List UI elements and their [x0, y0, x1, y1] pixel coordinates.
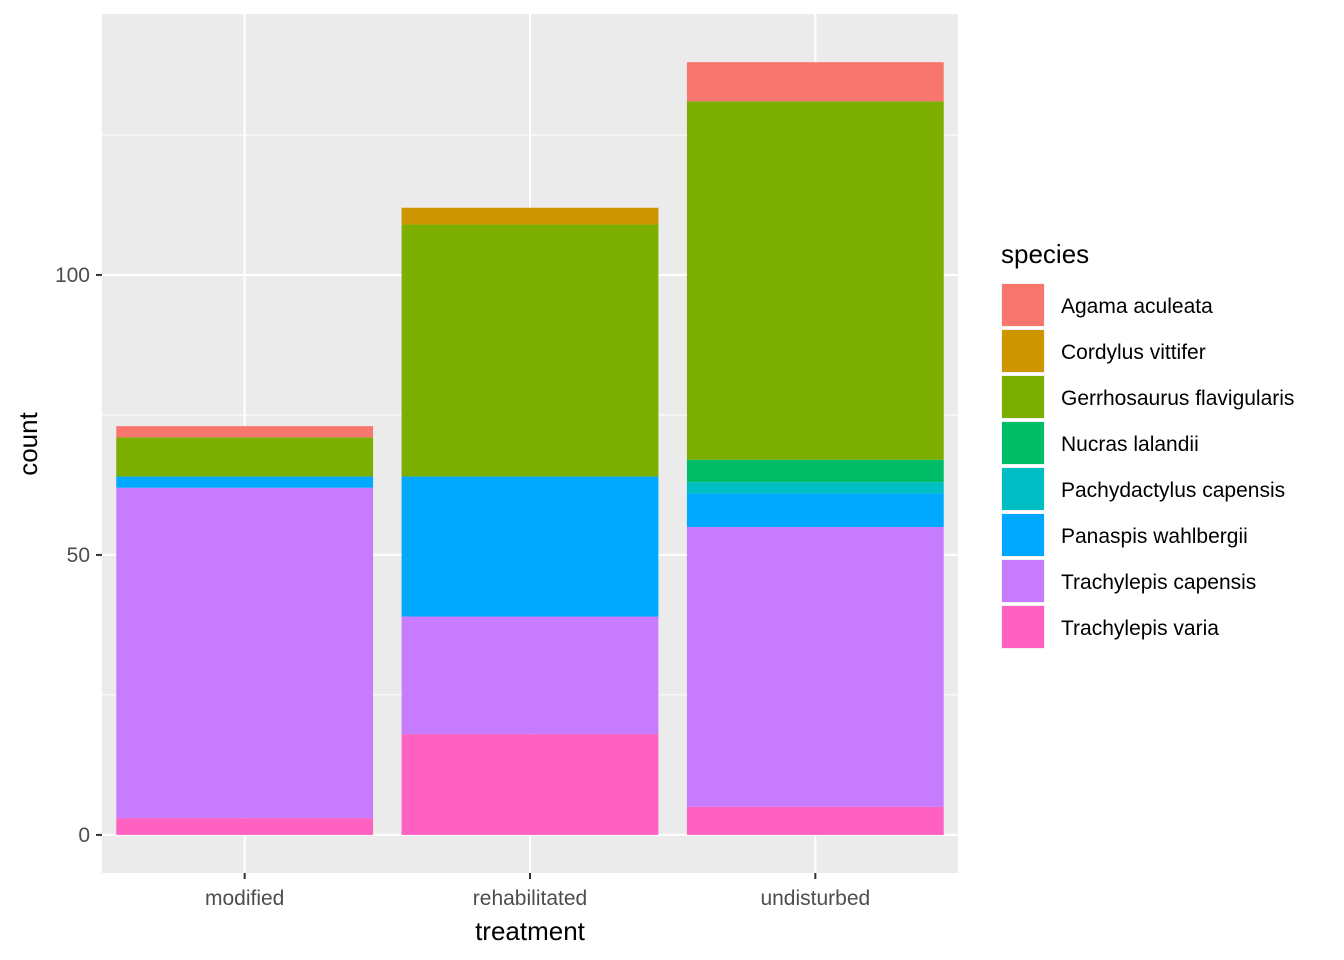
legend-label-pachydactylus-capensis: Pachydactylus capensis [1061, 479, 1285, 502]
bar-segment-undisturbed-panaspis-wahlbergii [686, 493, 944, 527]
legend-label-gerrhosaurus-flavigularis: Gerrhosaurus flavigularis [1061, 387, 1294, 410]
legend-swatch-trachylepis-varia [1002, 606, 1044, 648]
legend-swatch-cordylus-vittifer [1002, 330, 1044, 372]
y-tick-label: 0 [78, 824, 90, 847]
bar-segment-rehabilitated-trachylepis-capensis [401, 616, 659, 735]
legend-swatch-panaspis-wahlbergii [1002, 514, 1044, 556]
bar-segment-rehabilitated-panaspis-wahlbergii [401, 476, 659, 617]
bar-segment-modified-gerrhosaurus-flavigularis [116, 437, 374, 477]
legend: species Agama aculeata Cordylus vittifer G… [1001, 239, 1294, 649]
legend-title: species [1001, 239, 1089, 269]
legend-swatch-agama-aculeata [1002, 284, 1044, 326]
legend-swatch-trachylepis-capensis [1002, 560, 1044, 602]
bar-segment-undisturbed-trachylepis-capensis [686, 526, 944, 807]
bar-segment-modified-agama-aculeata [116, 426, 374, 438]
legend-swatch-nucras-lalandii [1002, 422, 1044, 464]
bar-segment-modified-trachylepis-varia [116, 818, 374, 835]
legend-swatch-pachydactylus-capensis [1002, 468, 1044, 510]
bar-segment-rehabilitated-trachylepis-varia [401, 734, 659, 835]
y-axis: 0 50 100 [55, 264, 102, 847]
bar-segment-undisturbed-pachydactylus-capensis [686, 482, 944, 494]
bar-segment-undisturbed-gerrhosaurus-flavigularis [686, 101, 944, 460]
bar-segment-modified-trachylepis-capensis [116, 487, 374, 819]
legend-swatch-gerrhosaurus-flavigularis [1002, 376, 1044, 418]
bar-segment-modified-panaspis-wahlbergii [116, 476, 374, 488]
bar-segment-undisturbed-trachylepis-varia [686, 806, 944, 835]
y-axis-title: count [13, 411, 43, 475]
x-tick-label: modified [205, 887, 284, 910]
bar-segment-undisturbed-agama-aculeata [686, 62, 944, 102]
bar-segment-rehabilitated-cordylus-vittifer [401, 207, 659, 225]
legend-label-trachylepis-capensis: Trachylepis capensis [1061, 571, 1256, 594]
bar-segment-undisturbed-nucras-lalandii [686, 459, 944, 483]
legend-label-nucras-lalandii: Nucras lalandii [1061, 433, 1199, 456]
y-tick-label: 50 [67, 544, 90, 567]
x-axis: modified rehabilitated undisturbed [205, 873, 870, 910]
bars [116, 62, 944, 835]
x-axis-title: treatment [475, 916, 586, 946]
x-tick-label: undisturbed [760, 887, 870, 910]
legend-label-panaspis-wahlbergii: Panaspis wahlbergii [1061, 525, 1248, 548]
legend-label-trachylepis-varia: Trachylepis varia [1061, 617, 1219, 640]
legend-label-agama-aculeata: Agama aculeata [1061, 295, 1213, 318]
y-tick-label: 100 [55, 264, 90, 287]
x-tick-label: rehabilitated [473, 887, 587, 910]
bar-segment-rehabilitated-gerrhosaurus-flavigularis [401, 224, 659, 477]
legend-label-cordylus-vittifer: Cordylus vittifer [1061, 341, 1206, 364]
